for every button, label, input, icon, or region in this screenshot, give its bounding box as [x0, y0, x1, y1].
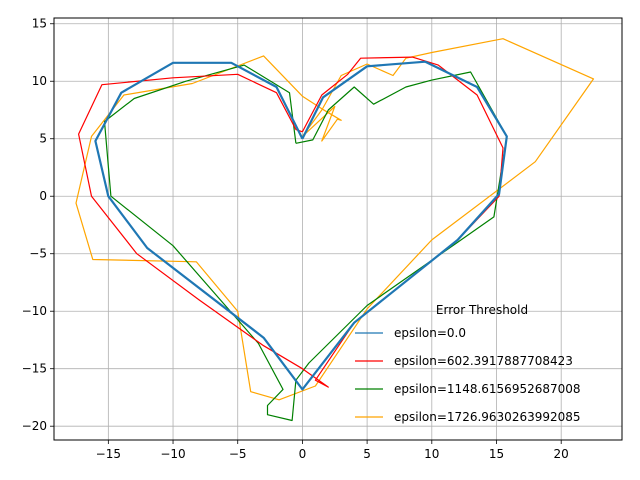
grid — [54, 18, 622, 440]
legend: Error Threshold epsilon=0.0 epsilon=602.39… — [355, 303, 581, 424]
x-tick-label: 15 — [489, 447, 504, 461]
y-tick-label: −10 — [22, 304, 47, 318]
series-line-3 — [75, 38, 595, 401]
y-tick-label: 5 — [39, 132, 47, 146]
y-tick-label: 15 — [32, 17, 47, 31]
x-tick-label: 20 — [554, 447, 569, 461]
x-tick-label: 5 — [363, 447, 371, 461]
y-tick-label: −15 — [22, 362, 47, 376]
legend-entry-1: epsilon=602.3917887708423 — [394, 354, 573, 368]
y-tick-label: 0 — [39, 189, 47, 203]
x-tick-label: −10 — [160, 447, 185, 461]
series-line-0 — [94, 60, 508, 391]
legend-entry-2: epsilon=1148.6156952687008 — [394, 382, 581, 396]
plot-frame — [53, 17, 623, 441]
x-tick-label: −15 — [96, 447, 121, 461]
y-tick-label: −20 — [22, 419, 47, 433]
series-line-1 — [77, 56, 504, 388]
series-layer — [75, 38, 595, 422]
y-tick-label: −5 — [29, 247, 47, 261]
x-tick-label: 0 — [299, 447, 307, 461]
legend-entry-3: epsilon=1726.9630263992085 — [394, 410, 581, 424]
y-tick-label: 10 — [32, 74, 47, 88]
legend-entry-0: epsilon=0.0 — [394, 326, 466, 340]
x-tick-label: 10 — [424, 447, 439, 461]
x-tick-label: −5 — [229, 447, 247, 461]
ticks: −15 −10 −5 0 5 10 15 20 −20 −15 −10 −5 0 5 10 15 — [22, 17, 569, 461]
legend-title: Error Threshold — [436, 303, 528, 317]
